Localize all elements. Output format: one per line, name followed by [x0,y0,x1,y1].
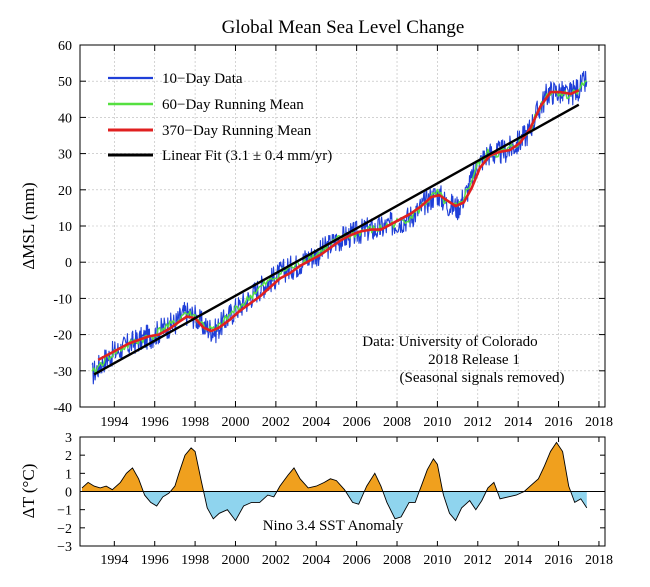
top-x-tick-label: 2002 [262,415,290,430]
bottom-y-tick-label: −2 [57,522,72,537]
top-x-tick-label: 1996 [141,415,169,430]
legend-label-linear-fit: Linear Fit (3.1 ± 0.4 mm/yr) [162,148,332,164]
bottom-x-tick-label: 2000 [221,553,249,568]
bottom-axes: 1994 1996 1998 2000 2002 2004 2006 2008 2010 2012… [57,431,613,568]
bottom-x-tick-label: 1994 [100,553,128,568]
top-y-tick-label: 10 [58,220,72,235]
top-y-tick-label: 50 [58,75,72,90]
top-grid [80,45,605,407]
bottom-x-tick-label: 2014 [504,553,532,568]
legend: 10−Day Data 60−Day Running Mean 370−Day … [108,71,332,164]
chart-title: Global Mean Sea Level Change [222,17,465,38]
bottom-x-tick-label: 1998 [181,553,209,568]
top-x-tick-label: 2018 [585,415,613,430]
enso-positive-area [82,442,587,492]
bottom-y-tick-label: 0 [65,486,72,501]
bottom-x-tick-label: 2016 [545,553,573,568]
top-y-tick-label: -40 [53,401,72,416]
source-annotation-line-1: Data: University of Colorado [362,334,537,350]
legend-label-10day: 10−Day Data [162,71,243,87]
bottom-y-axis-label: ΔT (°C) [19,464,38,519]
top-y-tick-label: 20 [58,184,72,199]
bottom-x-tick-label: 2006 [343,553,371,568]
top-plot-frame [79,44,606,408]
top-y-tick-label: 0 [65,256,72,271]
top-x-tick-label: 2012 [464,415,492,430]
top-x-tick-label: 2016 [545,415,573,430]
top-x-tick-label: 2008 [383,415,411,430]
top-y-tick-label: -10 [53,292,72,307]
top-x-tick-label: 2000 [221,415,249,430]
legend-label-370day: 370−Day Running Mean [162,123,312,139]
bottom-x-tick-label: 2002 [262,553,290,568]
top-y-axis-label: ΔMSL (mm) [19,182,38,269]
top-y-tick-label: -30 [53,365,72,380]
bottom-y-tick-label: 2 [65,449,72,464]
top-y-tick-label: 30 [58,148,72,163]
bottom-y-tick-label: −3 [57,540,72,555]
bottom-x-tick-label: 2008 [383,553,411,568]
top-series-layer [91,70,588,385]
enso-anomaly-line [81,441,588,522]
top-x-tick-label: 2014 [504,415,532,430]
bottom-y-tick-label: 3 [65,431,72,446]
top-x-tick-label: 2010 [423,415,451,430]
bottom-x-tick-label: 2004 [302,553,330,568]
top-axes: 1994 1996 1998 2000 2002 2004 2006 2008 2010 2012… [53,39,613,430]
bottom-x-tick-label: 2010 [423,553,451,568]
enso-negative-area [82,491,587,521]
bottom-x-tick-label: 2018 [585,553,613,568]
top-y-tick-label: 40 [58,111,72,126]
nino-label: Nino 3.4 SST Anomaly [263,518,404,534]
source-annotation-line-2: 2018 Release 1 [428,352,520,368]
top-x-tick-label: 1998 [181,415,209,430]
top-y-tick-label: -20 [53,329,72,344]
top-x-tick-label: 2006 [343,415,371,430]
series-linear-fit-line [93,103,580,376]
legend-label-60day: 60−Day Running Mean [162,97,304,113]
top-x-tick-label: 2004 [302,415,330,430]
source-annotation-line-3: (Seasonal signals removed) [400,370,565,386]
series-370day-line [97,89,580,362]
bottom-y-tick-label: 1 [65,467,72,482]
enso-anomaly-fill [80,441,605,522]
bottom-y-tick-label: −1 [57,504,72,519]
bottom-x-tick-label: 2012 [464,553,492,568]
top-x-tick-label: 1994 [100,415,128,430]
top-y-tick-label: 60 [58,39,72,54]
bottom-x-tick-label: 1996 [141,553,169,568]
